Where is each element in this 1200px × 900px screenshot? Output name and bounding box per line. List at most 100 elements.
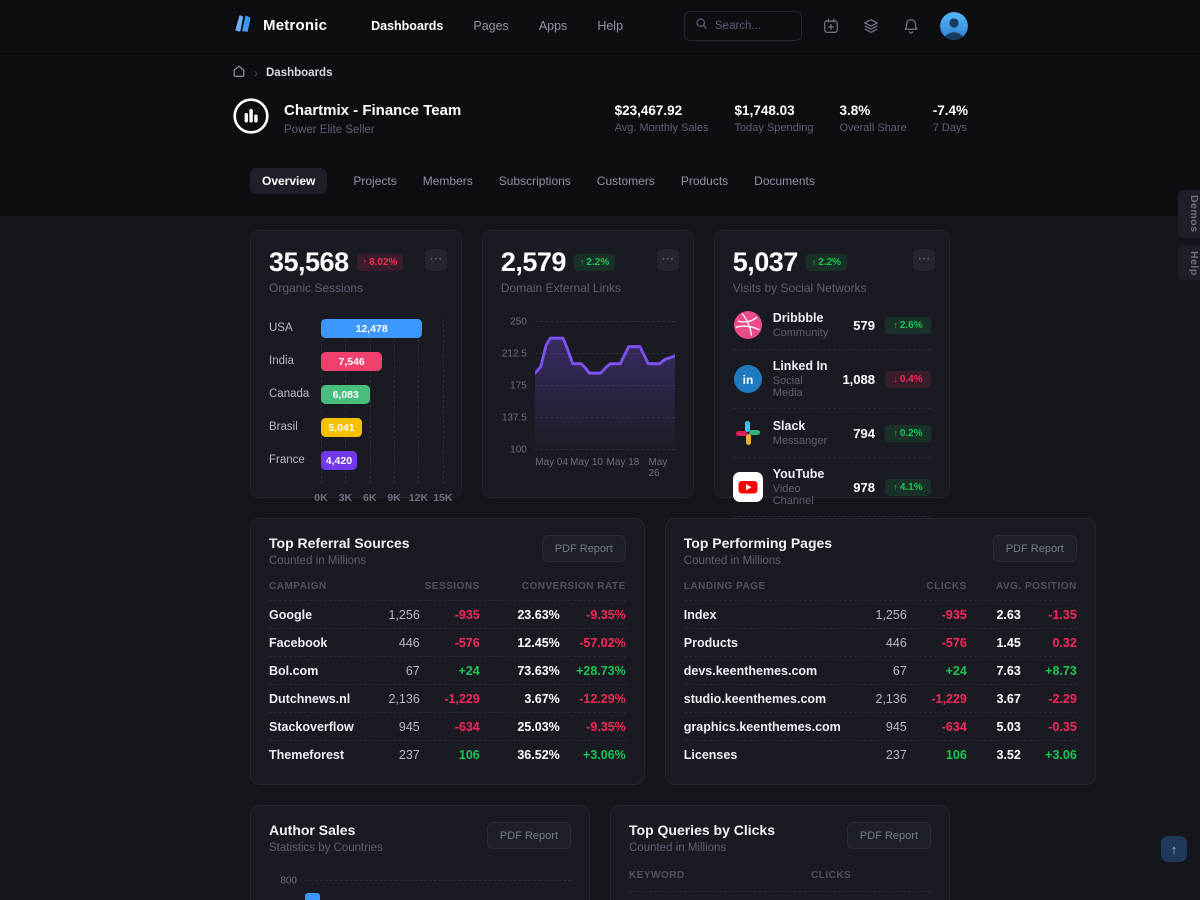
table-row: Dutchnews.nl 2,136 -1,229 3.67% -12.29% (269, 684, 626, 712)
author-sales-bar (305, 893, 320, 900)
pdf-report-button[interactable]: PDF Report (846, 822, 931, 849)
social-row-linkedin: in Linked In Social Media 1,088 0.4% (732, 350, 931, 409)
breadcrumb-separator: › (254, 66, 258, 80)
card-menu-button[interactable]: ⋯ (656, 249, 679, 271)
line-chart-x-axis: May 04 May 10 May 18 May 26 (535, 457, 668, 479)
stat-avg-monthly-sales: $23,467.92 Avg. Monthly Sales (614, 103, 709, 134)
social-visits-card: ⋯ 5,037 2.2% Visits by Social Networks (713, 230, 950, 566)
header-stats: $23,467.92 Avg. Monthly Sales $1,748.03 … (615, 103, 968, 134)
bar-chart-x-axis: 0K 3K 6K 9K 12K 15K (314, 492, 453, 504)
stat-7-days: -7.4% 7 Days (932, 103, 968, 134)
scroll-to-top-button[interactable]: ↑ (1161, 836, 1187, 862)
table-row: Index 1,256 -935 2.63 -1.35 (683, 600, 1077, 628)
table-row: Products 446 -576 1.45 0.32 (683, 628, 1077, 656)
svg-text:in: in (742, 373, 753, 387)
referral-table: CAMPAIGN SESSIONS CONVERSION RATE Google… (269, 581, 626, 768)
social-visits-badge: 2.2% (805, 254, 848, 271)
search-box[interactable] (684, 10, 802, 41)
referral-subtitle: Counted in Millions (269, 555, 367, 567)
table-row: Facebook 446 -576 12.45% -57.02% (269, 628, 626, 656)
bar-france: 4,420 (321, 451, 357, 470)
tab-overview[interactable]: Overview (250, 168, 328, 194)
performing-pages-card: Top Performing Pages Counted in Millions… (664, 518, 1096, 785)
top-queries-card: Top Queries by Clicks Counted in Million… (610, 805, 950, 900)
tab-subscriptions[interactable]: Subscriptions (498, 174, 571, 188)
table-row: studio.keenthemes.com 2,136 -1,229 3.67 … (683, 684, 1077, 712)
table-row: Bol.com 67 +24 73.63% +28.73% (269, 656, 626, 684)
nav-item-pages[interactable]: Pages (473, 18, 509, 33)
tab-projects[interactable]: Projects (353, 174, 397, 188)
table-row: Stackoverflow 945 -634 25.03% -9.35% (269, 712, 626, 740)
organic-sessions-label: Organic Sessions (269, 281, 364, 295)
pages-table: LANDING PAGE CLICKS AVG. POSITION Index … (683, 581, 1077, 768)
pages-title: Top Performing Pages (683, 535, 833, 551)
bar-usa: 12,478 (321, 319, 423, 338)
referral-sources-card: Top Referral Sources Counted in Millions… (250, 518, 645, 785)
stat-today-spending: $1,748.03 Today Spending (734, 103, 814, 134)
referral-title: Top Referral Sources (269, 535, 410, 551)
card-menu-button[interactable]: ⋯ (913, 249, 935, 271)
organic-sessions-bar-chart: USA India Canada Brasil France 12,478 7,… (269, 319, 453, 506)
domain-links-value: 2,579 (500, 247, 567, 277)
demos-side-tab[interactable]: Demos (1178, 190, 1200, 238)
queries-table-head: KEYWORD CLICKS (629, 870, 852, 881)
table-row: Themeforest 237 106 36.52% +3.06% (269, 740, 626, 768)
table-row: devs.keenthemes.com 67 +24 7.63 +8.73 (683, 656, 1077, 684)
line-chart-svg (534, 336, 675, 449)
pdf-report-button[interactable]: PDF Report (486, 822, 571, 849)
author-sales-title: Author Sales (269, 822, 356, 838)
social-row-slack: Slack Messanger 794 0.2% (732, 409, 931, 458)
page-title: Chartmix - Finance Team (284, 101, 462, 119)
social-visits-label: Visits by Social Networks (732, 281, 867, 295)
queries-title: Top Queries by Clicks (629, 822, 776, 838)
card-menu-button[interactable]: ⋯ (424, 249, 447, 271)
page-header: Chartmix - Finance Team Power Elite Sell… (232, 97, 968, 140)
top-section: Metronic Dashboards Pages Apps Help (0, 0, 1200, 216)
author-sales-subtitle: Statistics by Countries (269, 842, 383, 854)
calendar-plus-icon[interactable] (820, 15, 842, 37)
nav-item-apps[interactable]: Apps (538, 18, 568, 33)
domain-links-label: Domain External Links (500, 281, 621, 295)
dribbble-icon (733, 310, 763, 340)
organic-sessions-card: ⋯ 35,568 8.02% Organic Sessions USA Indi… (250, 230, 462, 504)
bar-india: 7,546 (321, 352, 383, 371)
main-content: ⋯ 35,568 8.02% Organic Sessions USA Indi… (0, 216, 1200, 900)
breadcrumb: › Dashboards (232, 52, 968, 81)
social-visits-value: 5,037 (732, 247, 799, 277)
author-sales-bar-chart: 800 600 (269, 876, 571, 900)
tab-members[interactable]: Members (422, 174, 473, 188)
brand-name: Metronic (263, 17, 328, 34)
bar-canada: 6,083 (321, 385, 371, 404)
bell-icon[interactable] (900, 15, 922, 37)
metronic-logo-icon (232, 12, 255, 39)
main-nav: Dashboards Pages Apps Help (371, 19, 623, 33)
home-icon[interactable] (232, 64, 246, 83)
social-row-youtube: YouTube Video Channel 978 4.1% (732, 458, 931, 517)
search-icon (695, 17, 708, 35)
domain-links-card: ⋯ 2,579 2.2% Domain External Links 250 2… (481, 230, 694, 498)
tab-products[interactable]: Products (680, 174, 729, 188)
pages-subtitle: Counted in Millions (683, 555, 781, 567)
nav-item-dashboards[interactable]: Dashboards (371, 18, 444, 33)
tab-documents[interactable]: Documents (754, 174, 815, 188)
brand[interactable]: Metronic (232, 12, 327, 39)
tab-customers[interactable]: Customers (596, 174, 655, 188)
social-row-dribbble: Dribbble Community 579 2.6% (732, 301, 931, 350)
slack-icon (733, 418, 763, 448)
table-row: graphics.keenthemes.com 945 -634 5.03 -0… (683, 712, 1077, 740)
breadcrumb-current[interactable]: Dashboards (266, 67, 333, 79)
domain-links-line-chart: 250 212.5 175 137.5 100 (502, 317, 675, 479)
pdf-report-button[interactable]: PDF Report (541, 535, 626, 562)
help-side-tab[interactable]: Help (1178, 246, 1200, 280)
page-subtitle: Power Elite Seller (284, 123, 375, 136)
layers-icon[interactable] (860, 15, 882, 37)
organic-sessions-badge: 8.02% (356, 254, 404, 271)
domain-links-badge: 2.2% (573, 254, 616, 271)
organic-sessions-value: 35,568 (269, 247, 349, 277)
pdf-report-button[interactable]: PDF Report (992, 535, 1077, 562)
queries-subtitle: Counted in Millions (629, 842, 727, 854)
avatar[interactable] (940, 11, 968, 40)
author-sales-card: Author Sales Statistics by Countries PDF… (250, 805, 590, 900)
search-input[interactable] (715, 19, 791, 32)
nav-item-help[interactable]: Help (597, 18, 624, 33)
